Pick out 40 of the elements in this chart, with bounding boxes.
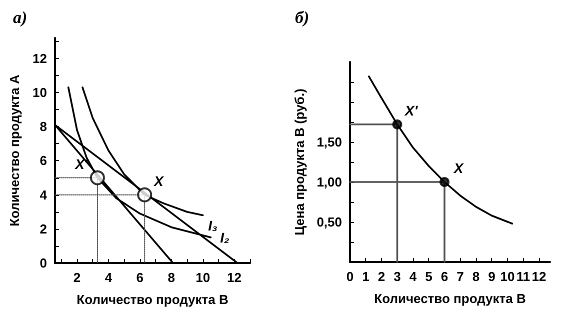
y-tick-label: 1,50 <box>316 134 342 150</box>
x-axis-title: Количество продукта B <box>76 292 228 307</box>
x-tick-label: 10 <box>196 270 210 285</box>
x-tick-label: 8 <box>472 269 480 284</box>
x-tick-label: 11 <box>516 269 530 284</box>
annotation: I₂ <box>220 229 230 246</box>
x-tick-label: 8 <box>168 270 175 285</box>
y-tick-label: 10 <box>32 85 47 100</box>
x-tick-label: 12 <box>532 269 546 284</box>
x-axis-title: Количество продукта B <box>374 291 526 306</box>
x-tick-label: 3 <box>394 269 401 284</box>
x-tick-label: 6 <box>440 269 448 284</box>
annotation: X <box>152 172 165 189</box>
y-tick-label: 4 <box>40 187 48 202</box>
y-tick-label: 6 <box>40 153 47 168</box>
x-tick-label: 9 <box>488 269 496 284</box>
chart-title: а) <box>13 8 28 27</box>
x-tick-label: 2 <box>73 270 81 285</box>
y-tick-label: 2 <box>40 221 47 236</box>
annotation: X <box>452 160 465 176</box>
y-tick-label: 12 <box>32 50 47 66</box>
y-tick-label: 0,50 <box>316 214 342 230</box>
x-tick-label: 0 <box>346 269 354 284</box>
chart-title: б) <box>295 8 310 27</box>
y-axis-title: Количество продукта A <box>7 74 22 226</box>
x-tick-label: 7 <box>456 269 464 284</box>
x-tick-label: 10 <box>500 269 515 284</box>
annotation: I₃ <box>208 217 218 234</box>
x-tick-label: 2 <box>378 269 386 284</box>
y-tick-label: 8 <box>40 119 47 134</box>
x-tick-label: 12 <box>227 270 242 285</box>
annotation: X' <box>404 102 418 118</box>
x-tick-label: 1 <box>362 269 370 284</box>
x-tick-label: 4 <box>104 270 113 285</box>
y-axis-title: Цена продукта B (руб.) <box>292 88 307 236</box>
y-tick-label: 0 <box>40 256 47 270</box>
x-tick-label: 4 <box>409 269 418 284</box>
x-tick-label: 5 <box>425 269 432 284</box>
y-tick-label: 1,00 <box>316 174 342 190</box>
x-tick-label: 6 <box>136 270 144 285</box>
